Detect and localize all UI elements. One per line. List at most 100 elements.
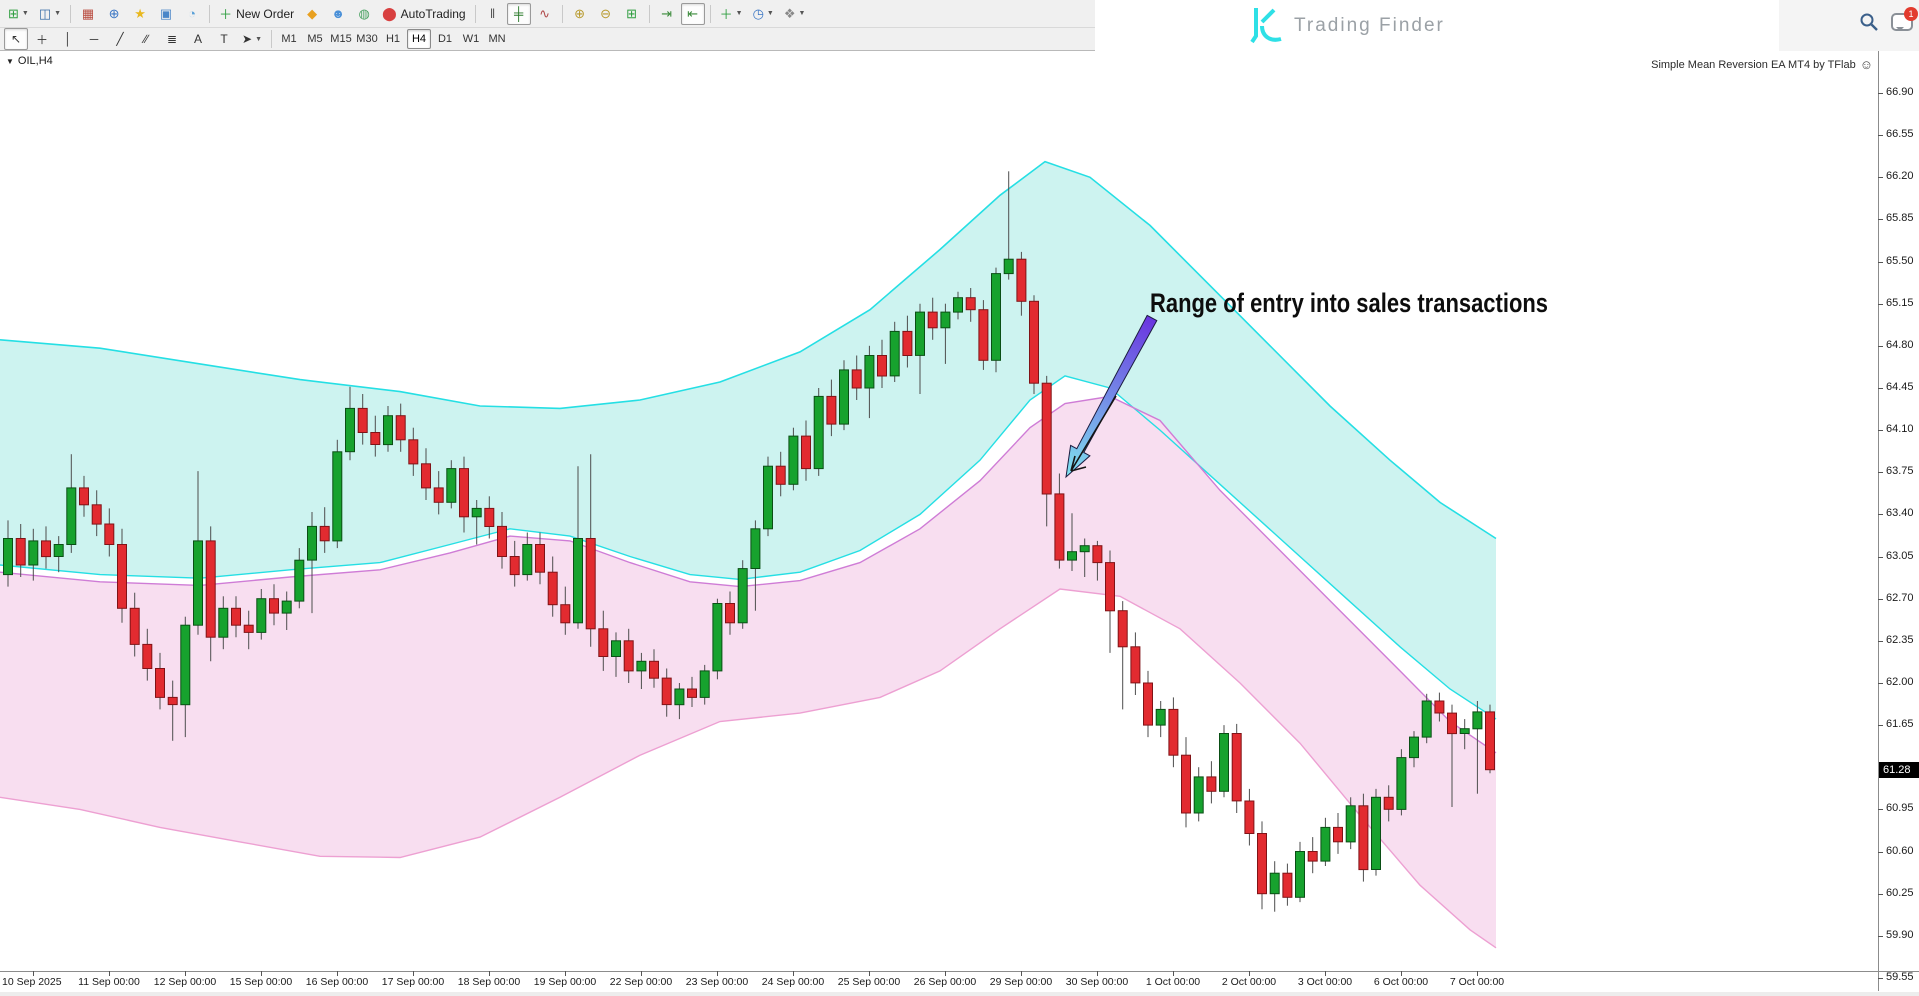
indicators-button[interactable]: ＋ ▼ — [716, 3, 747, 25]
price-tick — [1878, 388, 1883, 389]
price-label: 60.95 — [1886, 802, 1914, 814]
toolbar-separator — [561, 4, 563, 23]
autotrading-icon: ⬤ — [382, 5, 397, 21]
time-tick — [565, 971, 566, 976]
period-m5-button[interactable]: M5 — [307, 33, 323, 45]
arrows-icon: ➤ — [242, 32, 253, 46]
dropdown-arrow-icon[interactable]: ▼ — [21, 10, 29, 17]
cursor-tool-button[interactable]: ↖ — [4, 28, 28, 50]
chart-window[interactable]: ▼ OIL,H4 Simple Mean Reversion EA MT4 by… — [0, 51, 1919, 996]
data-window-icon: ⊕ — [108, 5, 120, 21]
price-tick — [1878, 557, 1883, 558]
new-chart-button[interactable]: ⊞ ▼ — [4, 3, 33, 25]
community-button[interactable]: ◍ — [352, 3, 376, 25]
period-d1-button[interactable]: D1 — [437, 33, 453, 45]
dropdown-arrow-icon[interactable]: ▼ — [54, 10, 62, 17]
templates-icon: ❖ — [783, 5, 796, 21]
time-label: 23 Sep 00:00 — [685, 976, 749, 988]
price-tick — [1878, 894, 1883, 895]
search-icon[interactable] — [1859, 12, 1879, 32]
period-m1-button[interactable]: M1 — [281, 33, 297, 45]
bar-chart-icon: ‖ — [489, 6, 496, 21]
arrows-tool-button[interactable]: ➤ ▼ — [238, 28, 266, 50]
price-label: 60.60 — [1886, 845, 1914, 857]
time-tick — [1401, 971, 1402, 976]
crosshair-tool-button[interactable]: ＋ — [30, 28, 54, 50]
annotation-text[interactable]: Range of entry into sales transactions — [1150, 288, 1548, 318]
autotrading-button[interactable]: ⬤ AutoTrading — [378, 3, 470, 25]
price-tick — [1878, 304, 1883, 305]
price-tick — [1878, 852, 1883, 853]
time-tick — [1173, 971, 1174, 976]
tile-windows-button[interactable]: ⊞ — [620, 3, 644, 25]
chart-shift-button[interactable]: ⇤ — [680, 2, 705, 25]
symbol-period-label[interactable]: ▼ OIL,H4 — [6, 55, 53, 67]
time-label: 18 Sep 00:00 — [457, 976, 521, 988]
fibonacci-tool-button[interactable]: ≣ — [160, 28, 184, 50]
zoom-out-button[interactable]: ⊖ — [594, 3, 618, 25]
profiles-icon: ◫ — [38, 5, 52, 21]
notifications-icon[interactable]: 1 — [1891, 7, 1918, 31]
strategy-tester-button[interactable]: ◔ — [180, 3, 204, 25]
logo-text: Trading Finder — [1294, 15, 1445, 36]
line-chart-button[interactable]: ∿ — [533, 3, 557, 25]
bar-chart-button[interactable]: ‖ — [481, 3, 505, 25]
candlestick-chart-button[interactable]: ╪ — [506, 2, 531, 25]
equidistant-channel-tool-button[interactable]: ∕∕ — [134, 28, 158, 50]
dropdown-arrow-icon[interactable]: ▼ — [255, 35, 262, 43]
price-tick — [1878, 514, 1883, 515]
time-tick — [109, 971, 110, 976]
terminal-button[interactable]: ▣ — [154, 3, 178, 25]
text-label-tool-button[interactable]: T — [212, 28, 236, 50]
sell-entry-arrow[interactable] — [1065, 314, 1158, 479]
toolbar-separator — [709, 4, 711, 23]
bottom-status-strip — [0, 992, 1919, 996]
period-w1-button[interactable]: W1 — [462, 33, 480, 45]
profiles-button[interactable]: ◫ ▼ — [35, 3, 65, 25]
period-mn-button[interactable]: MN — [488, 33, 506, 45]
toolbar-separator — [209, 4, 211, 23]
templates-button[interactable]: ❖ ▼ — [780, 3, 810, 25]
auto-scroll-button[interactable]: ⇥ — [655, 3, 679, 25]
price-tick — [1878, 936, 1883, 937]
period-h1-button[interactable]: H1 — [385, 33, 401, 45]
strategy-tester-icon: ◔ — [188, 6, 196, 21]
market-watch-button[interactable]: ▦ — [76, 3, 100, 25]
new-order-label: New Order — [236, 6, 295, 21]
period-h4-button[interactable]: H4 — [407, 29, 431, 49]
horizontal-line-tool-button[interactable]: ─ — [82, 28, 106, 50]
trading-finder-logo: Trading Finder — [1250, 6, 1445, 46]
period-m15-button[interactable]: M15 — [330, 33, 352, 45]
time-label: 3 Oct 00:00 — [1297, 976, 1353, 988]
navigator-button[interactable]: ★ — [128, 3, 152, 25]
small-black-arrow[interactable] — [1070, 395, 1117, 472]
dropdown-arrow-icon[interactable]: ▼ — [798, 10, 806, 17]
price-label: 60.25 — [1886, 887, 1914, 899]
data-window-button[interactable]: ⊕ — [102, 3, 126, 25]
horizontal-line-icon: ─ — [89, 32, 99, 46]
ea-smiley-icon[interactable]: ☺ — [1859, 57, 1873, 72]
price-tick — [1878, 599, 1883, 600]
chat-button[interactable]: ☻ — [326, 3, 350, 25]
price-label: 61.65 — [1886, 718, 1914, 730]
time-tick — [945, 971, 946, 976]
text-tool-button[interactable]: A — [186, 28, 210, 50]
price-tick — [1878, 641, 1883, 642]
vertical-line-tool-button[interactable]: │ — [56, 28, 80, 50]
chart-canvas[interactable]: Range of entry into sales transactions — [0, 51, 1878, 992]
time-tick — [185, 971, 186, 976]
expert-advisors-button[interactable]: ◆ — [300, 3, 324, 25]
zoom-in-button[interactable]: ⊕ — [568, 3, 592, 25]
one-click-trading-arrow-icon[interactable]: ▼ — [6, 56, 14, 66]
new-order-button[interactable]: ＋ New Order — [215, 3, 298, 25]
periods-button[interactable]: ◷ ▼ — [749, 3, 778, 25]
dropdown-arrow-icon[interactable]: ▼ — [766, 10, 774, 17]
navigator-icon: ★ — [134, 5, 146, 21]
community-icon: ◍ — [358, 5, 370, 21]
market-watch-icon: ▦ — [81, 5, 95, 21]
trendline-tool-button[interactable]: ╱ — [108, 28, 132, 50]
period-m30-button[interactable]: M30 — [356, 33, 378, 45]
candlestick-chart-icon: ╪ — [514, 6, 524, 21]
dropdown-arrow-icon[interactable]: ▼ — [735, 10, 743, 17]
